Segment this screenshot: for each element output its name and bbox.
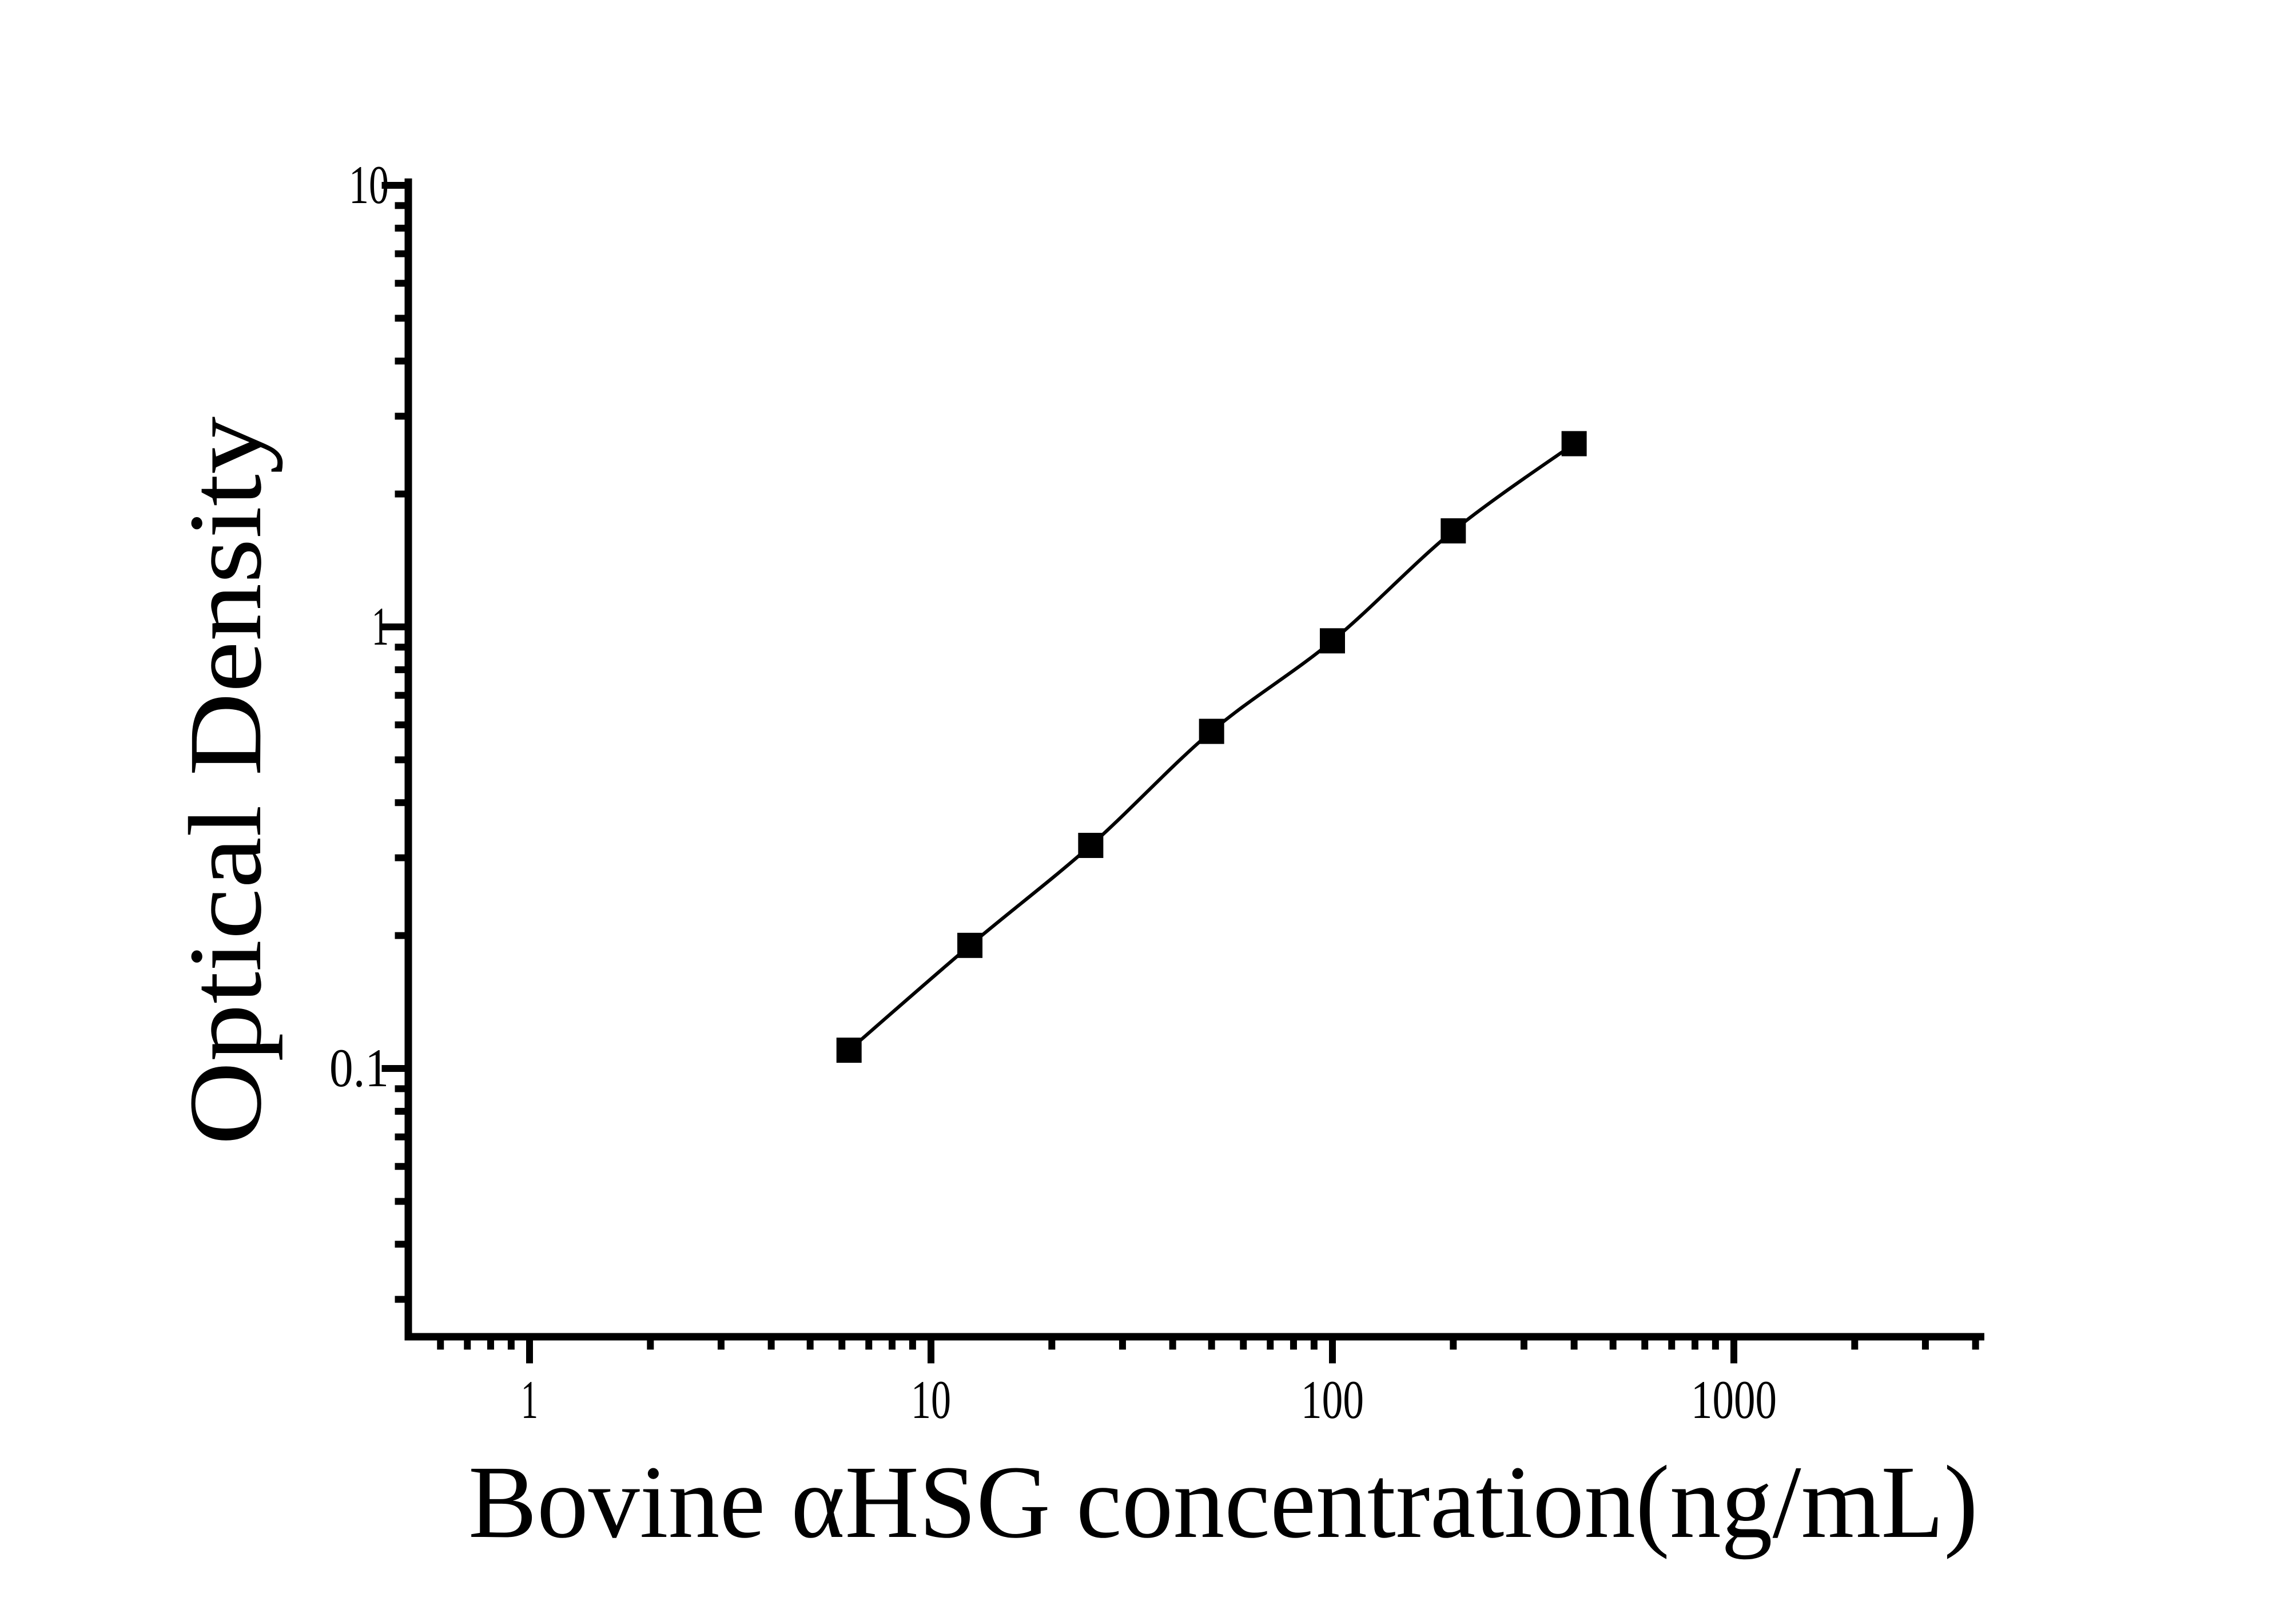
axes-group <box>404 178 1984 1341</box>
data-series-group <box>836 431 1587 1063</box>
data-point-marker <box>1199 718 1224 744</box>
data-point-marker <box>1078 833 1104 859</box>
data-point-marker <box>1441 518 1466 544</box>
y-axis-title: Optical Density <box>168 416 283 1145</box>
data-point-marker <box>836 1038 862 1063</box>
y-tick-label: 1 <box>372 596 389 657</box>
x-tick-label: 10 <box>911 1369 951 1430</box>
x-axis-title: Bovine αHSG concentration(ng/mL) <box>468 1445 1978 1560</box>
x-tick-label: 1000 <box>1691 1369 1777 1430</box>
minor-ticks-group <box>395 202 1979 1350</box>
tick-labels-group: 1 10 100 1000 10 1 0.1 <box>329 154 1777 1430</box>
data-point-marker <box>957 932 983 958</box>
major-ticks-group <box>381 182 1737 1364</box>
x-tick-label: 1 <box>521 1369 538 1430</box>
y-tick-label: 10 <box>349 154 389 215</box>
data-point-marker <box>1561 431 1587 456</box>
data-point-marker <box>1320 628 1345 654</box>
x-tick-label: 100 <box>1301 1369 1364 1430</box>
y-tick-label: 0.1 <box>329 1038 389 1098</box>
